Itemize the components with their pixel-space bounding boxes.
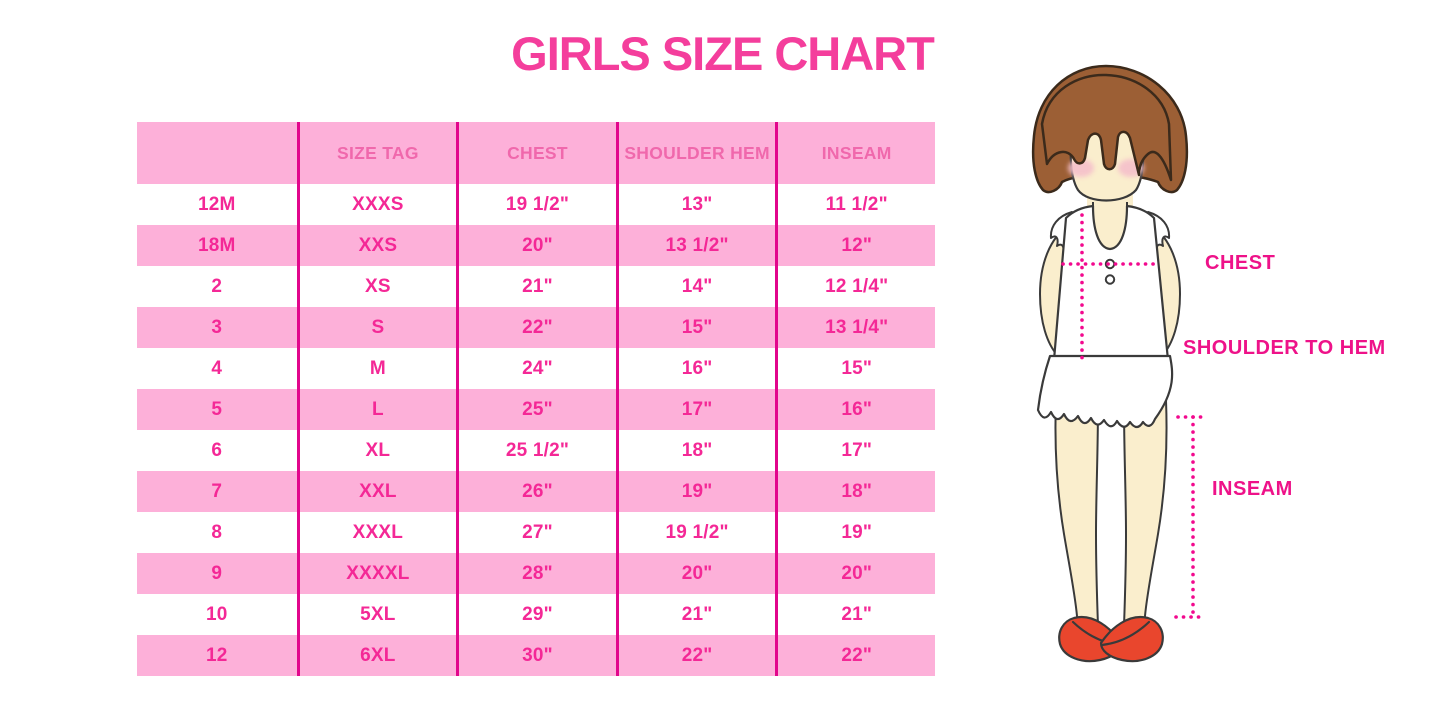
table-cell: 21" bbox=[615, 594, 776, 635]
table-cell: 12M bbox=[198, 193, 236, 215]
table-cell: XXL bbox=[296, 471, 457, 512]
table-cell: 22" bbox=[456, 307, 616, 348]
table-cell: 22" bbox=[615, 635, 776, 676]
header-cell-chest: CHEST bbox=[456, 122, 616, 184]
chest-label: CHEST bbox=[1205, 252, 1276, 274]
table-row: 8 XXXL 27" 19 1/2" 19" bbox=[137, 512, 935, 553]
table-cell: 18M bbox=[198, 234, 236, 256]
table-cell: 19 1/2" bbox=[456, 184, 616, 225]
table-row: 3 S 22" 15" 13 1/4" bbox=[137, 307, 935, 348]
table-cell: 21" bbox=[775, 594, 935, 635]
table-cell: 18" bbox=[775, 471, 935, 512]
page-title: GIRLS SIZE CHART bbox=[511, 27, 935, 80]
table-cell: 14" bbox=[615, 266, 776, 307]
table-row: 4 M 24" 16" 15" bbox=[137, 348, 935, 389]
table-row: 5 L 25" 17" 16" bbox=[137, 389, 935, 430]
table-row: 18M XXS 20" 13 1/2" 12" bbox=[137, 225, 935, 266]
inseam-label: INSEAM bbox=[1212, 478, 1293, 500]
measurement-dotted-lines bbox=[1061, 213, 1206, 619]
blush-left bbox=[1068, 159, 1094, 177]
table-cell: 17" bbox=[775, 430, 935, 471]
table-body: 12M XXXS 19 1/2" 13" 11 1/2" 18M XXS 20" 13 1/2"… bbox=[137, 184, 935, 676]
table-cell: 5XL bbox=[296, 594, 457, 635]
table-cell: 20" bbox=[615, 553, 776, 594]
table-cell: 19 1/2" bbox=[615, 512, 776, 553]
table-cell: 19" bbox=[615, 471, 776, 512]
table-cell: M bbox=[296, 348, 457, 389]
shoulder-to-hem-label: SHOULDER TO HEM bbox=[1183, 337, 1386, 359]
table-cell: 12" bbox=[775, 225, 935, 266]
table-cell: 17" bbox=[615, 389, 776, 430]
table-cell: 15" bbox=[775, 348, 935, 389]
table-cell: 19" bbox=[775, 512, 935, 553]
table-row: 9 XXXXL 28" 20" 20" bbox=[137, 553, 935, 594]
table-cell: 16" bbox=[775, 389, 935, 430]
table-cell: 12 bbox=[206, 644, 228, 666]
table-row: 2 XS 21" 14" 12 1/4" bbox=[137, 266, 935, 307]
header-cell-size-tag: SIZE TAG bbox=[296, 122, 457, 184]
table-cell: 20" bbox=[456, 225, 616, 266]
table-cell: 13 1/4" bbox=[775, 307, 935, 348]
table-cell: 22" bbox=[775, 635, 935, 676]
table-cell: 6 bbox=[211, 439, 223, 461]
table-row: 7 XXL 26" 19" 18" bbox=[137, 471, 935, 512]
header-cell-blank bbox=[137, 122, 297, 184]
table-cell: 18" bbox=[615, 430, 776, 471]
table-cell: XXS bbox=[296, 225, 457, 266]
table-cell: XXXXL bbox=[296, 553, 457, 594]
table-cell: 28" bbox=[456, 553, 616, 594]
table-cell: 6XL bbox=[296, 635, 457, 676]
table-cell: 27" bbox=[456, 512, 616, 553]
table-cell: 13 1/2" bbox=[615, 225, 776, 266]
bangs-icon bbox=[1040, 73, 1173, 182]
table-cell: 3 bbox=[211, 316, 223, 338]
table-cell: 16" bbox=[615, 348, 776, 389]
legs bbox=[1054, 399, 1168, 633]
skirt bbox=[1036, 354, 1174, 429]
table-cell: 12 1/4" bbox=[775, 266, 935, 307]
size-table: SIZE TAG CHEST SHOULDER HEM INSEAM 12M XX… bbox=[137, 122, 935, 676]
table-header-row: SIZE TAG CHEST SHOULDER HEM INSEAM bbox=[137, 122, 935, 184]
table-cell: S bbox=[296, 307, 457, 348]
table-row: 12M XXXS 19 1/2" 13" 11 1/2" bbox=[137, 184, 935, 225]
table-cell: 2 bbox=[211, 275, 223, 297]
table-cell: 4 bbox=[211, 357, 223, 379]
table-cell: 21" bbox=[456, 266, 616, 307]
table-cell: 15" bbox=[615, 307, 776, 348]
table-cell: 24" bbox=[456, 348, 616, 389]
button-bottom bbox=[1104, 274, 1116, 285]
table-cell: L bbox=[296, 389, 457, 430]
table-cell: 8 bbox=[211, 521, 223, 543]
table-cell: 20" bbox=[775, 553, 935, 594]
table-cell: 5 bbox=[211, 398, 223, 420]
table-cell: 11 1/2" bbox=[775, 184, 935, 225]
table-cell: 7 bbox=[211, 480, 223, 502]
table-cell: 10 bbox=[206, 603, 228, 625]
table-cell: XXXS bbox=[296, 184, 457, 225]
girl-measurement-illustration bbox=[1031, 64, 1206, 663]
table-row: 6 XL 25 1/2" 18" 17" bbox=[137, 430, 935, 471]
table-row: 12 6XL 30" 22" 22" bbox=[137, 635, 935, 676]
header-cell-inseam: INSEAM bbox=[775, 122, 935, 184]
table-cell: 29" bbox=[456, 594, 616, 635]
table-cell: XS bbox=[296, 266, 457, 307]
table-cell: 13" bbox=[615, 184, 776, 225]
table-cell: 25 1/2" bbox=[456, 430, 616, 471]
shoes-icon bbox=[1058, 615, 1164, 663]
table-cell: 30" bbox=[456, 635, 616, 676]
table-cell: 25" bbox=[456, 389, 616, 430]
table-row: 10 5XL 29" 21" 21" bbox=[137, 594, 935, 635]
table-cell: XXXL bbox=[296, 512, 457, 553]
table-cell: 26" bbox=[456, 471, 616, 512]
table-cell: 9 bbox=[211, 562, 223, 584]
header-cell-shoulder-hem: SHOULDER HEM bbox=[615, 122, 776, 184]
table-cell: XL bbox=[296, 430, 457, 471]
